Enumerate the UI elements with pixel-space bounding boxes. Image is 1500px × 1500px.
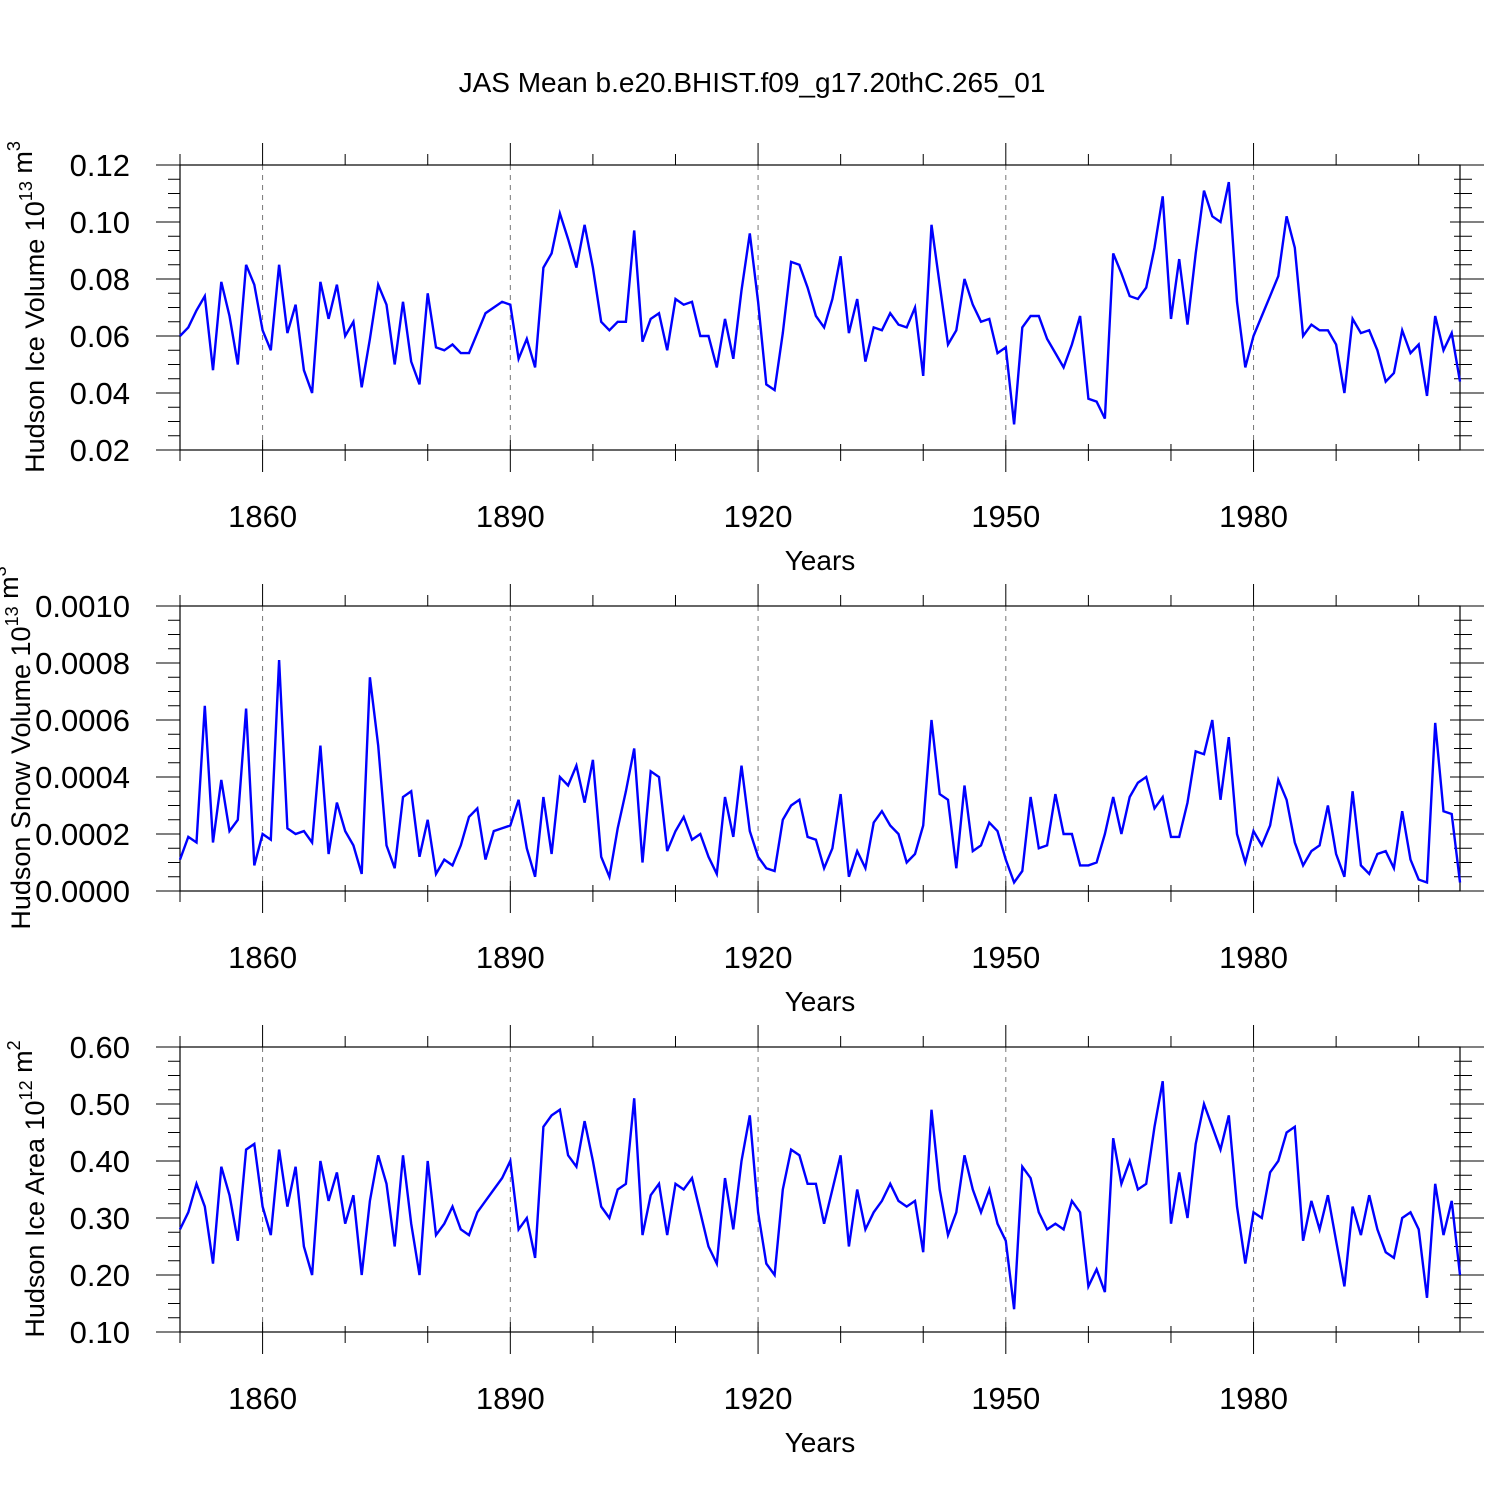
series-line	[179, 181, 1462, 425]
y-axis-label-ice-area: Hudson Ice Area 1012 m2	[4, 1040, 50, 1337]
x-tick-label: 1890	[476, 1381, 545, 1416]
x-tick-label: 1950	[971, 1381, 1040, 1416]
x-tick-label: 1890	[476, 499, 545, 534]
y-label-text: Hudson Ice Volume 10	[20, 201, 50, 473]
panel-3: 1860 1890 1920 1950 1980 0.10 0.20 0.30 0.40 0.50…	[70, 1025, 1484, 1458]
y-tick-label: 0.20	[70, 1258, 130, 1293]
x-tick-label: 1980	[1219, 1381, 1288, 1416]
y-tick-label: 0.40	[70, 1144, 130, 1179]
x-tick-label: 1890	[476, 940, 545, 975]
x-tick-label: 1980	[1219, 499, 1288, 534]
y-label-text: m	[8, 151, 38, 181]
y-tick-label: 0.0010	[35, 589, 130, 624]
y-tick-label: 0.0006	[35, 703, 130, 738]
y-tick-label: 0.06	[70, 319, 130, 354]
chart-title: JAS Mean b.e20.BHIST.f09_g17.20thC.265_0…	[459, 67, 1046, 98]
y-tick-label: 0.30	[70, 1201, 130, 1236]
series-line	[178, 1080, 1462, 1310]
x-axis-label: Years	[785, 986, 856, 1017]
y-tick-label: 0.04	[70, 376, 130, 411]
x-tick-label: 1980	[1219, 940, 1288, 975]
y-label-text: m	[8, 1050, 38, 1080]
y-label-superscript: 2	[4, 1040, 24, 1050]
y-axis-label-snow-volume: Hudson Snow Volume 1013 m3	[0, 566, 36, 929]
x-axis-label: Years	[785, 545, 856, 576]
y-label-superscript: 13	[16, 181, 36, 201]
x-tick-label: 1920	[724, 499, 793, 534]
y-tick-label: 0.12	[70, 148, 130, 183]
y-tick-label: 0.0000	[35, 874, 130, 909]
y-tick-label: 0.02	[70, 433, 130, 468]
x-tick-label: 1860	[228, 940, 297, 975]
y-label-superscript: 3	[4, 141, 24, 151]
y-label-superscript: 12	[16, 1080, 36, 1100]
y-tick-label: 0.10	[70, 1315, 130, 1350]
panel-1: 1860 1890 1920 1950 1980 0.02 0.04 0.06 0.08 0.10…	[70, 143, 1484, 576]
y-tick-label: 0.50	[70, 1087, 130, 1122]
x-tick-label: 1950	[971, 940, 1040, 975]
x-tick-label: 1860	[228, 1381, 297, 1416]
panel-2: 1860 1890 1920 1950 1980 0.0000 0.0002 0.0004 0.…	[35, 584, 1484, 1017]
y-tick-label: 0.0004	[35, 760, 130, 795]
x-axis-label: Years	[785, 1427, 856, 1458]
y-axis-label-ice-volume: Hudson Ice Volume 1013 m3	[4, 141, 50, 473]
y-tick-label: 0.0002	[35, 817, 130, 852]
y-label-text: Hudson Ice Area 10	[20, 1100, 50, 1337]
y-label-superscript: 3	[0, 566, 10, 576]
x-tick-label: 1920	[724, 940, 793, 975]
y-tick-label: 0.60	[70, 1030, 130, 1065]
x-tick-label: 1920	[724, 1381, 793, 1416]
x-tick-label: 1950	[971, 499, 1040, 534]
y-label-superscript: 13	[2, 606, 22, 626]
series-line	[178, 660, 1462, 886]
x-tick-label: 1860	[228, 499, 297, 534]
y-tick-label: 0.08	[70, 262, 130, 297]
y-tick-label: 0.10	[70, 205, 130, 240]
y-tick-label: 0.0008	[35, 646, 130, 681]
y-label-text: m	[0, 576, 24, 606]
y-label-text: Hudson Snow Volume 10	[6, 626, 36, 929]
